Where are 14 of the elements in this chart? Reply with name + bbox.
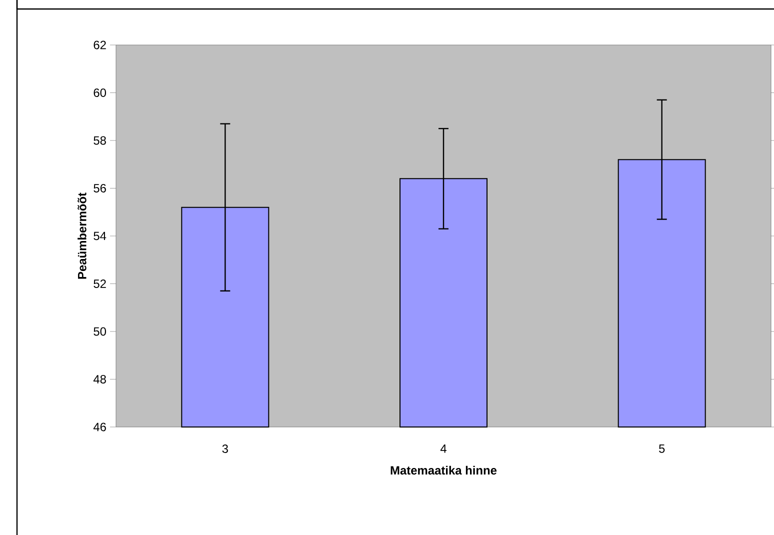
y-tick-label: 54: [94, 232, 106, 240]
y-tick-label: 46: [93, 422, 106, 432]
y-tick-label: 48: [93, 375, 106, 384]
y-tick-label: 50: [94, 327, 106, 336]
x-tick-label: 5: [659, 444, 665, 453]
x-axis-title: Matemaatika hinne: [390, 466, 497, 475]
x-tick-label: 3: [222, 444, 228, 453]
y-tick-label: 56: [94, 184, 106, 192]
x-tick-label: 4: [440, 444, 446, 453]
y-tick-label: 62: [94, 40, 106, 50]
y-tick-label: 60: [94, 88, 106, 97]
y-axis-title: Peaümbermõõt: [78, 192, 86, 279]
y-tick-label: 58: [94, 136, 106, 145]
y-tick-label: 52: [94, 280, 106, 288]
